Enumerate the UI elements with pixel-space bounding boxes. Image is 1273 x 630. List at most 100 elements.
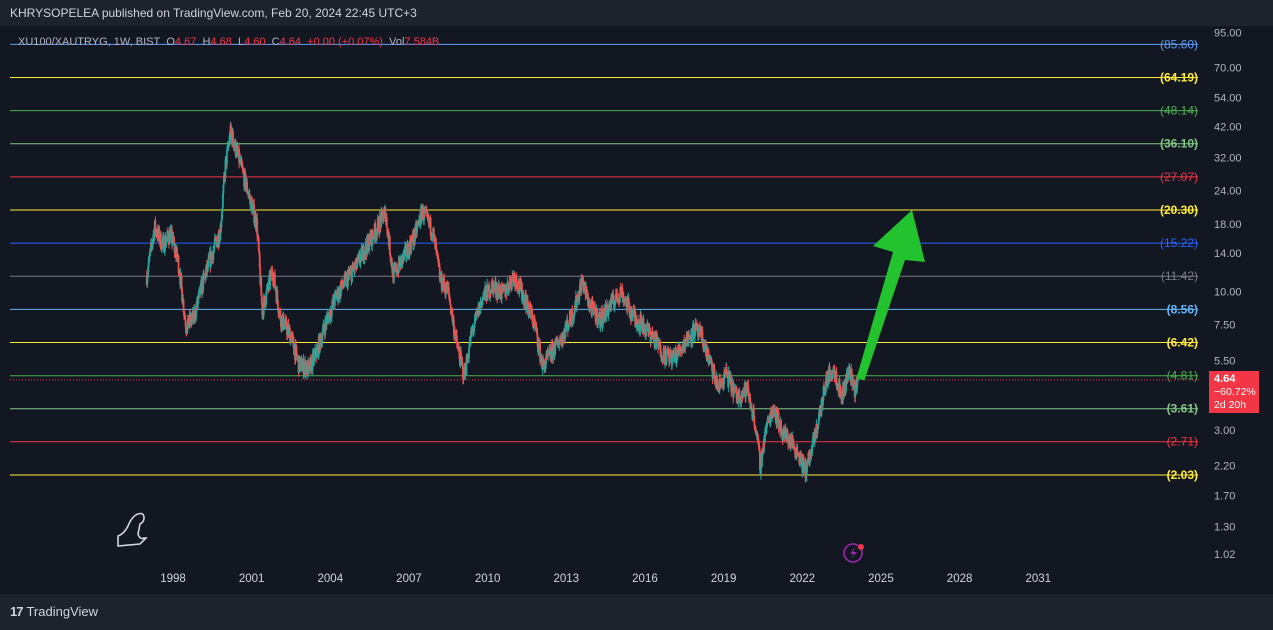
price-chart[interactable]: (85.60) (64.19) (48.14) (36.10) (27.07) (20.3… — [0, 26, 1273, 594]
candle-body — [617, 299, 620, 301]
candle-body — [702, 341, 705, 351]
candle-body — [260, 295, 263, 303]
candle-body — [207, 258, 210, 268]
candle-body — [494, 281, 497, 294]
candle-body — [389, 253, 392, 258]
candle-body — [757, 434, 759, 440]
candle-body — [529, 304, 532, 312]
candle-body — [159, 233, 162, 250]
candle-body — [369, 233, 372, 237]
candle-body — [285, 318, 287, 320]
candle-body — [838, 379, 841, 394]
candle-body — [638, 324, 640, 330]
candle-body — [150, 243, 153, 247]
candle-body — [593, 303, 596, 307]
candle-body — [509, 275, 512, 285]
candle-body — [845, 379, 848, 392]
candle-body — [511, 275, 514, 279]
candle-body — [376, 229, 379, 236]
candle-body — [636, 323, 639, 326]
candle-body — [324, 319, 327, 335]
candle-body — [515, 282, 518, 290]
candle-body — [313, 352, 316, 354]
candle-body — [560, 335, 563, 346]
candle-body — [785, 437, 788, 439]
candle-body — [219, 225, 222, 241]
candle-body — [725, 366, 728, 375]
candle-body — [850, 368, 853, 378]
candle-body — [286, 326, 289, 336]
candle-body — [440, 273, 443, 290]
chart-area[interactable]: (85.60) (64.19) (48.14) (36.10) (27.07) (20.3… — [0, 26, 1273, 594]
candle-body — [197, 292, 200, 299]
candle-body — [796, 453, 799, 456]
candle-body — [217, 242, 220, 246]
candle-body — [147, 257, 150, 266]
candle-body — [498, 284, 501, 292]
candle-body — [511, 275, 514, 277]
high-value: 4.68 — [210, 36, 232, 48]
candle-body — [437, 255, 440, 262]
candle-body — [855, 381, 858, 393]
candle-body — [322, 323, 325, 329]
candle-body — [661, 360, 664, 362]
candle-body — [186, 321, 189, 332]
candle-body — [684, 339, 687, 350]
candle-body — [185, 327, 188, 333]
symbol-name[interactable]: XU100/XAUTRYG, 1W, BIST — [18, 36, 161, 48]
candle-body — [683, 339, 686, 349]
candle-body — [667, 353, 670, 355]
candle-body — [381, 210, 384, 216]
candle-body — [318, 333, 321, 353]
candle-body — [671, 350, 674, 359]
candle-body — [569, 311, 572, 321]
candle-body — [202, 273, 205, 291]
candle-body — [384, 217, 387, 221]
candle-body — [686, 331, 689, 345]
low-label: L — [237, 36, 245, 48]
candle-body — [190, 319, 193, 324]
candle-body — [525, 302, 528, 311]
candle-body — [191, 316, 194, 320]
candle-body — [591, 301, 594, 303]
candle-body — [558, 338, 561, 341]
candle-body — [810, 450, 813, 457]
candle-body — [507, 286, 510, 292]
candle-body — [836, 385, 838, 388]
tradingview-footer[interactable]: 17 TradingView — [10, 604, 98, 619]
candle-body — [577, 294, 580, 302]
candle-body — [194, 317, 197, 319]
candle-body — [510, 278, 513, 290]
candle-body — [666, 349, 669, 353]
candle-body — [687, 333, 690, 340]
candle-body — [183, 312, 185, 315]
candle-body — [776, 413, 778, 424]
candle-body — [591, 301, 593, 315]
candle-body — [263, 296, 266, 301]
candle-body — [484, 286, 487, 297]
candle-body — [324, 319, 327, 323]
candle-body — [718, 391, 720, 393]
candle-body — [597, 314, 600, 320]
candle-body — [461, 361, 464, 365]
candle-body — [619, 287, 622, 295]
candle-body — [790, 438, 793, 445]
candle-body — [751, 412, 754, 420]
candle-body — [531, 313, 534, 324]
candle-body — [806, 460, 809, 467]
candle-body — [251, 206, 254, 214]
x-tick-label: 2028 — [947, 573, 973, 585]
candle-body — [387, 229, 390, 237]
candle-body — [840, 396, 843, 404]
candle-body — [455, 335, 458, 344]
candle-body — [539, 356, 542, 362]
candle-body — [319, 333, 322, 338]
candle-body — [253, 204, 256, 223]
candle-body — [753, 425, 756, 429]
candle-body — [417, 220, 420, 223]
candle-body — [474, 314, 476, 324]
candle-body — [220, 220, 223, 228]
candle-body — [363, 260, 366, 262]
candle-body — [288, 327, 290, 335]
candle-body — [515, 275, 518, 283]
